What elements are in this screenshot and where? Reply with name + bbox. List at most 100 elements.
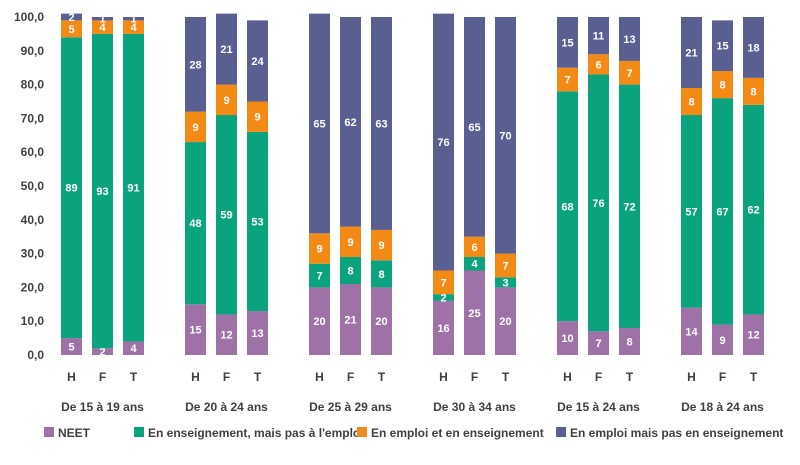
data-label: 53: [251, 216, 263, 228]
bar-segment: [681, 307, 702, 355]
data-label: 62: [747, 205, 759, 217]
legend-swatch: [556, 427, 566, 437]
bar-segment: [433, 294, 454, 301]
category-label: H: [563, 370, 572, 384]
data-label: 63: [375, 118, 387, 130]
data-label: 65: [468, 122, 480, 134]
bar-segment: [185, 142, 206, 305]
bar-segment: [371, 17, 392, 230]
bar-segment: [743, 314, 764, 355]
data-label: 7: [440, 277, 446, 289]
bar-segment: [216, 13, 237, 85]
bar-segment: [464, 270, 485, 355]
bar-segment: [557, 321, 578, 355]
data-label: 8: [719, 80, 725, 92]
category-label: T: [502, 370, 510, 384]
category-label: H: [315, 370, 324, 384]
bar-segment: [743, 104, 764, 315]
data-label: 15: [716, 41, 728, 53]
data-label: 9: [378, 240, 384, 252]
bar-segment: [712, 71, 733, 99]
bar-segment: [588, 54, 609, 75]
data-label: 21: [685, 47, 697, 59]
bar-segment: [464, 256, 485, 271]
bar-segment: [340, 226, 361, 257]
data-label: 7: [316, 271, 322, 283]
category-label: T: [750, 370, 758, 384]
bar-segment: [61, 13, 82, 21]
bar-segment: [340, 17, 361, 227]
bar-segment: [495, 253, 516, 278]
data-label: 12: [747, 330, 759, 342]
data-label: 4: [130, 22, 137, 34]
bar-segment: [371, 287, 392, 355]
data-label: 14: [685, 326, 698, 338]
data-label: 24: [251, 56, 264, 68]
data-label: 1: [99, 14, 105, 26]
bar-segment: [495, 277, 516, 288]
data-label: 10: [561, 333, 573, 345]
data-label: 21: [220, 44, 232, 56]
y-tick-label: 30,0: [21, 247, 45, 261]
data-label: 2: [440, 293, 446, 305]
y-tick-label: 0,0: [27, 348, 44, 362]
data-label: 8: [750, 86, 756, 98]
data-label: 9: [192, 122, 198, 134]
data-label: 9: [719, 335, 725, 347]
bar-segment: [557, 17, 578, 68]
data-label: 13: [623, 34, 635, 46]
bar-segment: [92, 348, 113, 355]
legend-label: En emploi mais pas en enseignement: [570, 426, 783, 440]
data-label: 2: [68, 12, 74, 24]
bar-segment: [433, 300, 454, 355]
data-label: 15: [561, 37, 573, 49]
bar-segment: [371, 229, 392, 261]
data-label: 6: [595, 59, 601, 71]
data-label: 72: [623, 201, 635, 213]
data-label: 48: [189, 218, 201, 230]
data-label: 8: [378, 269, 384, 281]
data-label: 76: [592, 198, 604, 210]
y-tick-label: 70,0: [21, 111, 45, 125]
bar-segment: [681, 115, 702, 308]
data-label: 3: [502, 277, 508, 289]
data-label: 9: [254, 112, 260, 124]
data-label: 65: [313, 118, 325, 130]
bar-segment: [309, 263, 330, 288]
bar-segment: [712, 324, 733, 355]
bar-segment: [588, 74, 609, 332]
bar-segment: [309, 287, 330, 355]
data-label: 76: [437, 137, 449, 149]
data-label: 20: [313, 316, 325, 328]
data-label: 11: [593, 31, 605, 43]
data-label: 12: [220, 330, 232, 342]
data-label: 21: [344, 315, 356, 327]
category-label: H: [687, 370, 696, 384]
category-label: F: [99, 370, 106, 384]
bar-segment: [340, 284, 361, 355]
category-label: H: [439, 370, 448, 384]
bar-segment: [619, 60, 640, 85]
bar-segment: [247, 20, 268, 102]
bar-segment: [371, 260, 392, 288]
data-label: 5: [68, 24, 74, 36]
bar-segment: [247, 131, 268, 312]
data-label: 7: [595, 338, 601, 350]
data-label: 7: [626, 68, 632, 80]
data-label: 62: [344, 117, 356, 129]
group-label: De 20 à 24 ans: [185, 400, 268, 414]
data-label: 8: [626, 336, 632, 348]
y-tick-label: 90,0: [21, 44, 45, 58]
bar-segment: [123, 20, 144, 34]
group-label: De 15 à 24 ans: [557, 400, 640, 414]
bar-segment: [464, 236, 485, 257]
category-label: F: [223, 370, 230, 384]
category-label: T: [254, 370, 262, 384]
bar-segment: [743, 77, 764, 105]
data-label: 4: [471, 259, 478, 271]
bar-segment: [61, 37, 82, 339]
data-label: 9: [223, 95, 229, 107]
category-label: H: [67, 370, 76, 384]
y-tick-label: 100,0: [14, 10, 44, 24]
